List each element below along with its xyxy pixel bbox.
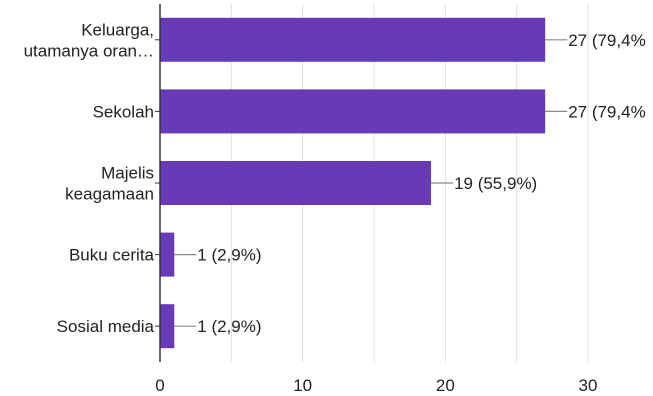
bar-3 xyxy=(160,232,175,277)
labels: 27 (79,4% Keluarga, utamanya oran… 27 (79,4… xyxy=(24,20,646,395)
data-label-2: 19 (55,9%) xyxy=(454,174,537,193)
x-tick-label-10: 10 xyxy=(293,376,312,395)
x-tick-label-30: 30 xyxy=(579,376,598,395)
bar-2 xyxy=(160,161,432,205)
category-label-0: Keluarga, utamanya oran… xyxy=(24,20,154,60)
bar-4 xyxy=(160,304,175,349)
x-tick-label-20: 20 xyxy=(436,376,455,395)
data-label-0: 27 (79,4% xyxy=(568,31,646,50)
data-label-3: 1 (2,9%) xyxy=(197,246,261,265)
x-tick-label-0: 0 xyxy=(155,376,164,395)
bar-0 xyxy=(160,17,546,62)
category-label-4: Sosial media xyxy=(57,317,155,336)
data-label-1: 27 (79,4% xyxy=(568,102,646,121)
category-label-3: Buku cerita xyxy=(69,246,155,265)
category-label-2: Majelis keagamaan xyxy=(65,164,154,204)
bars xyxy=(160,17,568,349)
axes xyxy=(155,4,161,362)
data-label-4: 1 (2,9%) xyxy=(197,317,261,336)
bar-1 xyxy=(160,89,546,134)
category-label-1: Sekolah xyxy=(93,102,154,121)
